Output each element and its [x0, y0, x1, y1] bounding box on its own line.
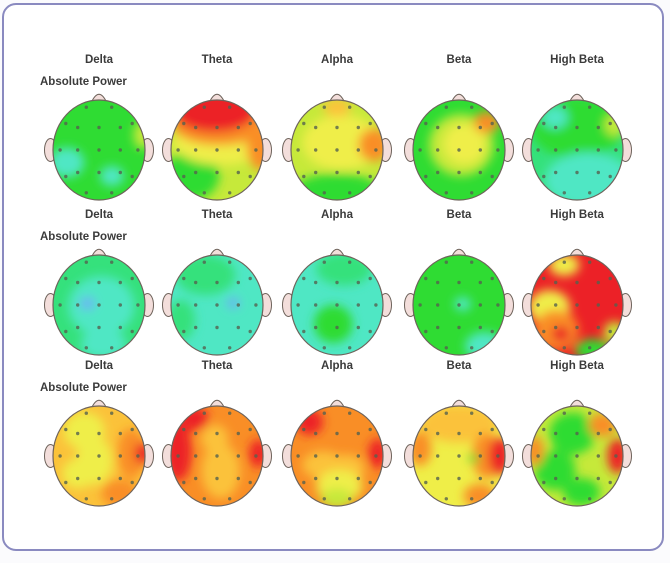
head-svg [162, 399, 272, 507]
electrode-dots [296, 411, 378, 501]
topomap-alpha-row1 [272, 83, 402, 213]
topomap-alpha-row2 [272, 238, 402, 368]
topomap-beta-row2 [394, 238, 524, 368]
electrode-dots [176, 260, 258, 350]
band-label-delta-row3: Delta [84, 360, 114, 372]
band-label-beta-row1: Beta [446, 54, 472, 66]
band-label-theta-row3: Theta [201, 360, 233, 372]
head-svg [404, 399, 514, 507]
head-outline [290, 99, 384, 201]
topomap-high-beta-row3 [512, 389, 642, 519]
band-label-delta-row2: Delta [84, 209, 114, 221]
electrode-dots [536, 411, 618, 501]
head-svg [162, 248, 272, 356]
electrode-dots [418, 260, 500, 350]
electrode-dots [58, 260, 140, 350]
band-label-theta-row1: Theta [201, 54, 233, 66]
head-outline [170, 405, 264, 507]
electrode-dots [296, 105, 378, 195]
head-outline [290, 254, 384, 356]
head-outline [290, 405, 384, 507]
band-label-beta-row2: Beta [446, 209, 472, 221]
head-outline [170, 99, 264, 201]
topomap-theta-row1 [152, 83, 282, 213]
head-svg [404, 248, 514, 356]
electrode-dots [176, 105, 258, 195]
topomap-theta-row2 [152, 238, 282, 368]
topomap-delta-row2 [34, 238, 164, 368]
topomap-theta-row3 [152, 389, 282, 519]
band-label-alpha-row1: Alpha [321, 54, 353, 66]
head-outline [530, 99, 624, 201]
band-label-alpha-row2: Alpha [321, 209, 353, 221]
band-label-high-beta-row3: High Beta [550, 360, 604, 372]
topomap-delta-row1 [34, 83, 164, 213]
head-svg [44, 93, 154, 201]
topomap-alpha-row3 [272, 389, 402, 519]
electrode-dots [296, 260, 378, 350]
head-outline [52, 254, 146, 356]
head-svg [522, 399, 632, 507]
head-outline [52, 99, 146, 201]
head-svg [522, 93, 632, 201]
head-outline [412, 99, 506, 201]
electrode-dots [58, 105, 140, 195]
head-svg [44, 399, 154, 507]
head-svg [282, 399, 392, 507]
electrode-dots [536, 260, 618, 350]
band-label-high-beta-row2: High Beta [550, 209, 604, 221]
electrode-dots [58, 411, 140, 501]
band-label-theta-row2: Theta [201, 209, 233, 221]
head-outline [530, 254, 624, 356]
head-outline [530, 405, 624, 507]
topomap-high-beta-row2 [512, 238, 642, 368]
topomap-beta-row3 [394, 389, 524, 519]
row-label-absolute-power-2: Absolute Power [40, 231, 127, 243]
topomap-delta-row3 [34, 389, 164, 519]
head-outline [412, 254, 506, 356]
topomap-high-beta-row1 [512, 83, 642, 213]
band-label-high-beta-row1: High Beta [550, 54, 604, 66]
head-svg [282, 248, 392, 356]
topomap-beta-row1 [394, 83, 524, 213]
electrode-dots [418, 105, 500, 195]
head-svg [404, 93, 514, 201]
head-outline [412, 405, 506, 507]
electrode-dots [176, 411, 258, 501]
row-label-absolute-power-1: Absolute Power [40, 76, 127, 88]
head-svg [44, 248, 154, 356]
head-outline [170, 254, 264, 356]
head-svg [282, 93, 392, 201]
head-outline [52, 405, 146, 507]
band-label-delta-row1: Delta [84, 54, 114, 66]
band-label-alpha-row3: Alpha [321, 360, 353, 372]
electrode-dots [536, 105, 618, 195]
head-svg [162, 93, 272, 201]
head-svg [522, 248, 632, 356]
electrode-dots [418, 411, 500, 501]
row-label-absolute-power-3: Absolute Power [40, 382, 127, 394]
band-label-beta-row3: Beta [446, 360, 472, 372]
